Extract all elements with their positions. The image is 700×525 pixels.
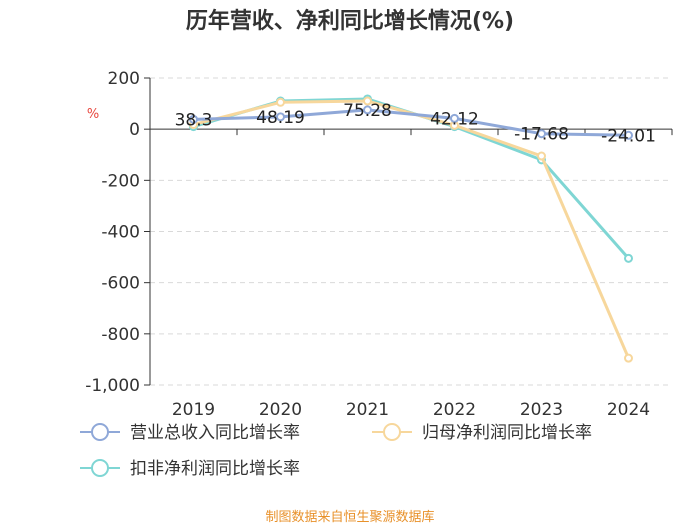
source-footer: 制图数据来自恒生聚源数据库 [265,509,434,525]
y-tick-label: -400 [101,223,140,243]
data-point [189,114,198,124]
y-tick-label: -1,000 [85,376,140,396]
data-point [624,353,633,363]
data-label: -24.01 [601,126,656,146]
data-labels: 38.3 48.19 75.28 42.12 -17.68 -24.01 [175,101,656,146]
y-unit-label: % [87,107,99,122]
data-point [363,105,372,115]
legend-marker [91,423,109,441]
series-lines [189,94,633,363]
legend-marker [91,459,109,477]
y-tick-label: 0 [129,120,140,140]
y-tick-label: -800 [101,325,140,345]
legend-marker [383,423,401,441]
x-tick-label: 2022 [433,400,476,420]
data-point [624,253,633,263]
data-label: 42.12 [430,109,479,129]
data-label: -17.68 [514,125,569,145]
chart-title: 历年营收、净利同比增长情况(%) [186,8,514,34]
legend-label: 归母净利润同比增长率 [422,423,592,443]
y-tick-label: 200 [108,69,140,89]
data-label: 75.28 [343,101,392,121]
x-tick-label: 2021 [346,400,389,420]
y-tick-label: -600 [101,274,140,294]
legend-label: 扣非净利润同比增长率 [130,459,300,479]
data-point [276,112,285,122]
legend-item: 营业总收入同比增长率 [80,423,300,443]
legend-item: 扣非净利润同比增长率 [80,459,300,479]
data-point [624,130,633,140]
data-label: 38.3 [175,110,213,130]
series-line [193,108,629,137]
x-tick-label: 2019 [172,400,215,420]
data-point [363,96,372,106]
data-point [537,129,546,139]
x-tick-label: 2020 [259,400,302,420]
data-label: 48.19 [256,108,305,128]
data-point [450,113,459,123]
legend-item: 归母净利润同比增长率 [372,423,592,443]
data-point [537,151,546,161]
grid-lines [150,77,672,386]
x-tick-label: 2024 [607,400,650,420]
axes: 200 0 -200 -400 -600 -800 -1,000 2019 2020 2021 20… [85,69,673,420]
legend-label: 营业总收入同比增长率 [130,423,300,443]
data-point [276,97,285,107]
x-tick-label: 2023 [520,400,563,420]
y-tick-label: -200 [101,171,140,191]
